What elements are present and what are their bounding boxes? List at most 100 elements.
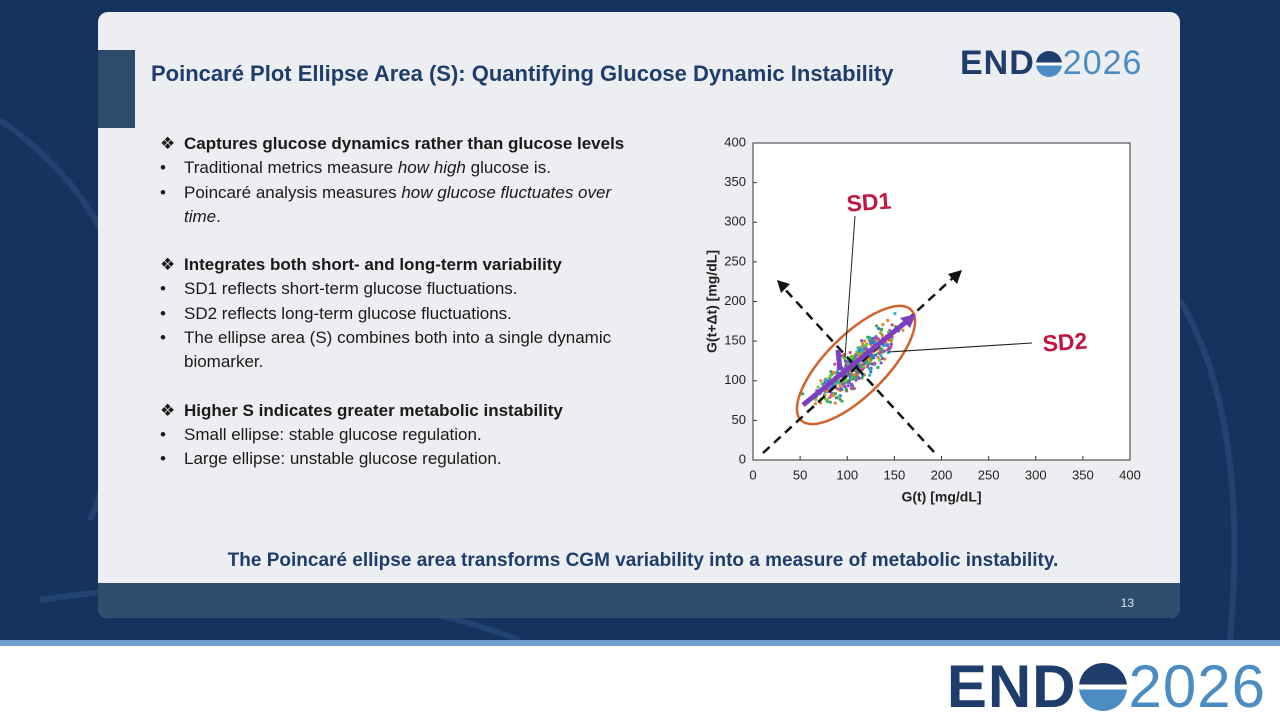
bullet-run: Small ellipse: stable glucose regulation…	[184, 424, 482, 444]
scatter-dot	[880, 333, 885, 338]
bullet-run: Traditional metrics measure	[184, 158, 398, 178]
slide-footer: 13	[98, 583, 1180, 618]
diamond-marker: ❖	[160, 255, 176, 275]
bullet-run: Large ellipse: unstable glucose regulati…	[184, 449, 502, 469]
scatter-dot	[861, 362, 865, 366]
bullet-run: how glucose fluctuates over time	[184, 182, 612, 226]
y-tick-label: 250	[724, 253, 746, 268]
bullet-run: SD1 reflects short-term glucose fluctuat…	[184, 279, 518, 299]
scatter-dot	[886, 344, 890, 348]
scatter-dot	[828, 400, 832, 404]
x-tick-label: 400	[1119, 467, 1141, 482]
scatter-dot	[846, 380, 850, 384]
scatter-dot	[885, 348, 889, 352]
slide-title: Poincaré Plot Ellipse Area (S): Quantify…	[151, 61, 894, 86]
scatter-dot	[869, 357, 873, 361]
scatter-dot	[855, 350, 859, 354]
bullet-run: glucose is.	[465, 158, 551, 178]
scatter-dot	[851, 357, 855, 361]
scatter-dot	[865, 360, 869, 364]
scatter-dot	[839, 387, 843, 391]
scatter-dot	[823, 378, 827, 382]
x-tick-label: 250	[978, 467, 1000, 482]
scatter-dot	[816, 385, 820, 389]
bullet-run: Poincaré analysis measures	[184, 182, 402, 202]
banner: END 2026	[0, 640, 1280, 726]
y-tick-label: 350	[724, 174, 746, 189]
bullet-run: how high	[397, 158, 466, 178]
x-tick-label: 200	[931, 467, 953, 482]
scatter-dot	[843, 385, 847, 389]
scatter-dot	[858, 363, 862, 367]
section-heading: ❖ Higher S indicates greater metabolic in…	[160, 399, 634, 423]
bullet: • Traditional metrics measure how high gl…	[160, 156, 634, 180]
scatter-dot	[879, 327, 884, 331]
scatter-dot	[869, 370, 873, 374]
scatter-dot	[868, 373, 872, 377]
scatter-dot	[890, 323, 894, 327]
scatter-dot	[857, 376, 861, 380]
scatter-dot	[825, 397, 829, 401]
section: ❖ Captures glucose dynamics rather than g…	[160, 132, 640, 229]
sd-arrows	[801, 316, 913, 407]
logo-globe	[1035, 51, 1062, 77]
scatter-dot	[867, 362, 871, 366]
logo-text: END	[946, 653, 1077, 720]
scatter-dot	[850, 354, 855, 358]
section-heading: ❖ Captures glucose dynamics rather than g…	[160, 132, 634, 156]
annotation: SD2	[1042, 328, 1088, 357]
scatter-dot	[877, 358, 882, 362]
scatter-dot	[849, 386, 853, 390]
scatter-dot	[867, 367, 872, 371]
axis-arrow	[762, 274, 957, 454]
y-tick-label: 100	[724, 372, 746, 387]
scatter-dot	[879, 354, 883, 358]
x-axis-label: G(t) [mg/dL]	[901, 489, 981, 505]
y-axis-label: G(t+Δt) [mg/dL]	[704, 250, 720, 353]
x-tick-label: 50	[793, 467, 807, 482]
scatter-dot	[844, 387, 849, 392]
bullet: • The ellipse area (S) combines both into…	[160, 326, 634, 375]
banner-logo: END 2026	[947, 652, 1266, 721]
heading-text: Higher S indicates greater metabolic ins…	[184, 400, 563, 420]
scatter-dot	[801, 392, 805, 396]
scatter-dot	[877, 337, 881, 341]
poincare-chart: 0 50 100 150 200 250 300 350 400 0 50 100 150 200 250 3…	[704, 134, 1141, 505]
scatter-dot	[870, 337, 875, 341]
x-tick-label: 100	[836, 467, 858, 482]
scatter-dot	[879, 361, 883, 365]
accent-bar	[98, 50, 135, 128]
scatter-dot	[893, 311, 897, 316]
scatter-dot	[843, 359, 848, 363]
scatter-dot	[854, 378, 858, 382]
scatter-dot	[838, 397, 842, 401]
y-tick-label: 200	[724, 293, 746, 308]
scatter-dot	[880, 347, 884, 352]
x-tick-label: 350	[1072, 467, 1094, 482]
section: ❖ Higher S indicates greater metabolic in…	[160, 399, 640, 472]
scatter-dot	[860, 342, 865, 346]
sd-arrow-head	[900, 314, 916, 328]
scatter-dot	[820, 382, 825, 386]
scatter-dot	[859, 349, 863, 353]
slide-logo: END 2026	[960, 44, 1142, 83]
scatter-dot	[819, 379, 823, 383]
scatter-dot	[863, 339, 867, 343]
scatter-dot	[851, 377, 855, 381]
scatter-dot	[874, 335, 878, 339]
bullet-marker: •	[160, 279, 166, 299]
conclusion: The Poincaré ellipse area transforms CGM…	[227, 550, 1059, 571]
bullet: • SD2 reflects long-term glucose fluctuat…	[160, 302, 634, 326]
scatter-dot	[886, 318, 890, 323]
scatter-dot	[833, 391, 838, 396]
scatter-dot	[846, 384, 850, 388]
scatter-dot	[829, 369, 833, 374]
section-heading: ❖ Integrates both short- and long-term va…	[160, 253, 634, 277]
annotation: SD1	[846, 188, 893, 217]
scatter-dot	[837, 381, 841, 385]
logo-year: 2026	[1062, 44, 1143, 82]
scatter-dot	[832, 371, 836, 375]
scatter-dot	[842, 356, 846, 360]
bullet: • Small ellipse: stable glucose regulatio…	[160, 423, 634, 447]
scatter-dot	[828, 395, 832, 399]
